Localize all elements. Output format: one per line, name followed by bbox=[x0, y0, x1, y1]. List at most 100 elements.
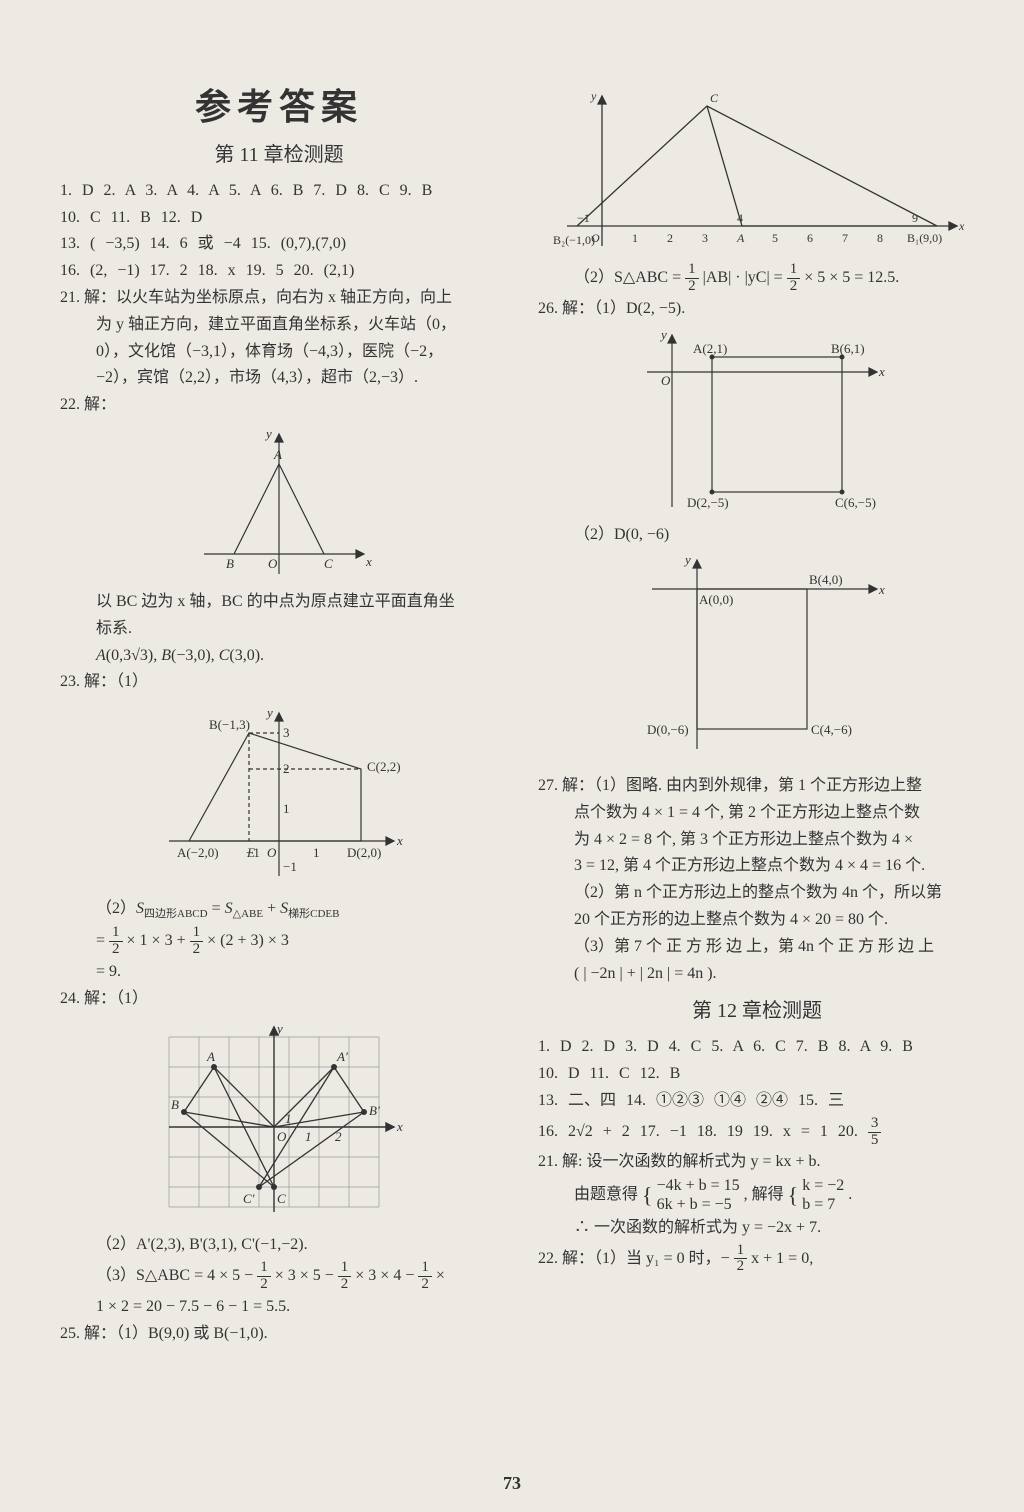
svg-text:1: 1 bbox=[313, 845, 320, 860]
q23-head: 23. 解：（1） bbox=[60, 670, 498, 695]
svg-text:2: 2 bbox=[667, 231, 673, 245]
q26b: （2）D(0, −6) bbox=[538, 523, 976, 548]
svg-text:C(4,−6): C(4,−6) bbox=[811, 722, 852, 737]
ch12-mc1: 1. D 2. D 3. D 4. C 5. A 6. C 7. B 8. A … bbox=[538, 1035, 976, 1060]
ch11-mc1: 1. D 2. A 3. A 4. A 5. A 6. B 7. D 8. C … bbox=[60, 179, 498, 204]
svg-text:1: 1 bbox=[285, 1111, 292, 1126]
svg-text:O: O bbox=[267, 845, 277, 860]
svg-text:x: x bbox=[878, 582, 885, 597]
ch12-heading: 第 12 章检测题 bbox=[538, 996, 976, 1027]
ch12-mc2: 10. D 11. C 12. B bbox=[538, 1062, 976, 1087]
ch12-q21c: ∴ 一次函数的解析式为 y = −2x + 7. bbox=[538, 1216, 976, 1241]
svg-text:5: 5 bbox=[772, 231, 778, 245]
svg-text:y: y bbox=[265, 705, 273, 720]
q26a: 26. 解：（1）D(2, −5). bbox=[538, 297, 976, 322]
svg-text:B(6,1): B(6,1) bbox=[831, 341, 865, 356]
svg-text:E: E bbox=[246, 845, 255, 860]
svg-text:B: B bbox=[171, 1097, 179, 1112]
q22-txt2: 标系. bbox=[60, 617, 498, 642]
svg-text:B₂(−1,0): B₂(−1,0) bbox=[553, 233, 595, 247]
svg-text:O: O bbox=[277, 1129, 287, 1144]
q26-graph2: A(0,0)B(4,0) C(4,−6)D(0,−6) yx bbox=[627, 554, 887, 754]
svg-text:D(2,−5): D(2,−5) bbox=[687, 495, 729, 510]
svg-text:x: x bbox=[396, 833, 403, 848]
svg-text:A(−2,0): A(−2,0) bbox=[177, 845, 219, 860]
svg-text:x: x bbox=[365, 554, 372, 569]
svg-text:D(2,0): D(2,0) bbox=[347, 845, 381, 860]
svg-text:y: y bbox=[683, 554, 691, 567]
svg-text:2: 2 bbox=[335, 1129, 342, 1144]
q21-c: 0），文化馆（−3,1），体育场（−4,3），医院（−2， bbox=[60, 340, 498, 365]
svg-text:1: 1 bbox=[305, 1129, 312, 1144]
svg-text:4: 4 bbox=[737, 211, 743, 225]
q27b: 点个数为 4 × 1 = 4 个, 第 2 个正方形边上整点个数 bbox=[538, 801, 976, 826]
q22-txt1: 以 BC 边为 x 轴，BC 的中点为原点建立平面直角坐 bbox=[60, 590, 498, 615]
ch11-mc2: 10. C 11. B 12. D bbox=[60, 206, 498, 231]
svg-text:A(2,1): A(2,1) bbox=[693, 341, 727, 356]
right-column: B₂(−1,0) −1 O 123 A4 5678 B₁(9,0)9 C yx … bbox=[518, 80, 976, 1488]
q22-txt3: A(0,3√3), B(−3,0), C(3,0). bbox=[60, 644, 498, 669]
q26-graph1: O A(2,1)B(6,1) C(6,−5)D(2,−5) yx bbox=[627, 327, 887, 517]
q21-a: 21. 解：以火车站为坐标原点，向右为 x 轴正方向，向上 bbox=[60, 286, 498, 311]
ch11-heading: 第 11 章检测题 bbox=[60, 140, 498, 171]
svg-text:2: 2 bbox=[283, 761, 290, 776]
svg-text:C: C bbox=[324, 556, 333, 571]
q24b: （2）A'(2,3), B'(3,1), C'(−1,−2). bbox=[60, 1233, 498, 1258]
main-title: 参考答案 bbox=[60, 80, 498, 136]
svg-text:B: B bbox=[226, 556, 234, 571]
ch12-q21b: 由题意得 { −4k + b = 15 6k + b = −5 , 解得 { k… bbox=[538, 1177, 976, 1214]
q25-graph: B₂(−1,0) −1 O 123 A4 5678 B₁(9,0)9 C yx bbox=[547, 86, 967, 256]
svg-text:O: O bbox=[268, 556, 278, 571]
svg-text:3: 3 bbox=[283, 725, 290, 740]
svg-text:6: 6 bbox=[807, 231, 813, 245]
q27d: 3 = 12, 第 4 个正方形边上整点个数为 4 × 4 = 16 个. bbox=[538, 854, 976, 879]
svg-text:x: x bbox=[958, 219, 965, 233]
svg-text:A: A bbox=[206, 1049, 215, 1064]
svg-text:3: 3 bbox=[702, 231, 708, 245]
svg-text:C(2,2): C(2,2) bbox=[367, 759, 401, 774]
ch12-l16: 16. 2√2 + 2 17. −1 18. 19 19. x = 1 20. … bbox=[538, 1116, 976, 1149]
page-number: 73 bbox=[0, 1473, 1024, 1494]
svg-text:A: A bbox=[273, 447, 282, 462]
svg-text:1: 1 bbox=[283, 801, 290, 816]
svg-text:x: x bbox=[878, 364, 885, 379]
svg-text:−1: −1 bbox=[577, 211, 590, 225]
ch11-l16: 16. (2, −1) 17. 2 18. x 19. 5 20. (2,1) bbox=[60, 259, 498, 284]
svg-text:1: 1 bbox=[632, 231, 638, 245]
svg-text:B₁(9,0): B₁(9,0) bbox=[907, 231, 942, 245]
q27c: 为 4 × 2 = 8 个, 第 3 个正方形边上整点个数为 4 × bbox=[538, 828, 976, 853]
q21-d: −2），宾馆（2,2），市场（4,3），超市（2,−3）. bbox=[60, 366, 498, 391]
left-column: 参考答案 第 11 章检测题 1. D 2. A 3. A 4. A 5. A … bbox=[60, 80, 518, 1488]
q24-head: 24. 解：（1） bbox=[60, 987, 498, 1012]
svg-text:B(4,0): B(4,0) bbox=[809, 572, 843, 587]
svg-text:C: C bbox=[710, 91, 719, 105]
q24c-l2: 1 × 2 = 20 − 7.5 − 6 − 1 = 5.5. bbox=[60, 1295, 498, 1320]
q24c: （3）S△ABC = 4 × 5 − 12 × 3 × 5 − 12 × 3 ×… bbox=[60, 1260, 498, 1293]
q22-head: 22. 解： bbox=[60, 393, 498, 418]
svg-text:D(0,−6): D(0,−6) bbox=[647, 722, 689, 737]
svg-text:7: 7 bbox=[842, 231, 848, 245]
q23b-eq: = 12 × 1 × 3 + 12 × (2 + 3) × 3 bbox=[60, 925, 498, 958]
svg-text:A: A bbox=[736, 231, 745, 245]
svg-text:x: x bbox=[396, 1119, 403, 1134]
ch12-q21a: 21. 解: 设一次函数的解析式为 y = kx + b. bbox=[538, 1150, 976, 1175]
q27a: 27. 解：（1）图略. 由内到外规律，第 1 个正方形边上整 bbox=[538, 774, 976, 799]
svg-text:C(6,−5): C(6,−5) bbox=[835, 495, 876, 510]
svg-text:y: y bbox=[275, 1021, 283, 1036]
q25b: （2）S△ABC = 12 |AB| · |yC| = 12 × 5 × 5 =… bbox=[538, 262, 976, 295]
svg-text:C': C' bbox=[243, 1191, 255, 1206]
svg-text:9: 9 bbox=[912, 211, 918, 225]
svg-text:O: O bbox=[661, 373, 671, 388]
ch12-q22: 22. 解：（1）当 y₁ = 0 时，− 12 x + 1 = 0, bbox=[538, 1243, 976, 1276]
q27f: 20 个正方形的边上整点个数为 4 × 20 = 80 个. bbox=[538, 908, 976, 933]
q24-graph: ABC A'B'C' yx O112 bbox=[149, 1017, 409, 1227]
ch12-l13: 13. 二、四 14. ①②③ ①④ ②④ 15. 三 bbox=[538, 1089, 976, 1114]
q27h: ( | −2n | + | 2n | = 4n ). bbox=[538, 962, 976, 987]
svg-text:−1: −1 bbox=[283, 859, 297, 874]
q25: 25. 解：（1）B(9,0) 或 B(−1,0). bbox=[60, 1322, 498, 1347]
svg-text:B(−1,3): B(−1,3) bbox=[209, 717, 250, 732]
svg-text:y: y bbox=[264, 426, 272, 441]
q21-b: 为 y 轴正方向，建立平面直角坐标系，火车站（0， bbox=[60, 313, 498, 338]
q27e: （2）第 n 个正方形边上的整点个数为 4n 个，所以第 bbox=[538, 881, 976, 906]
svg-text:B': B' bbox=[369, 1103, 380, 1118]
